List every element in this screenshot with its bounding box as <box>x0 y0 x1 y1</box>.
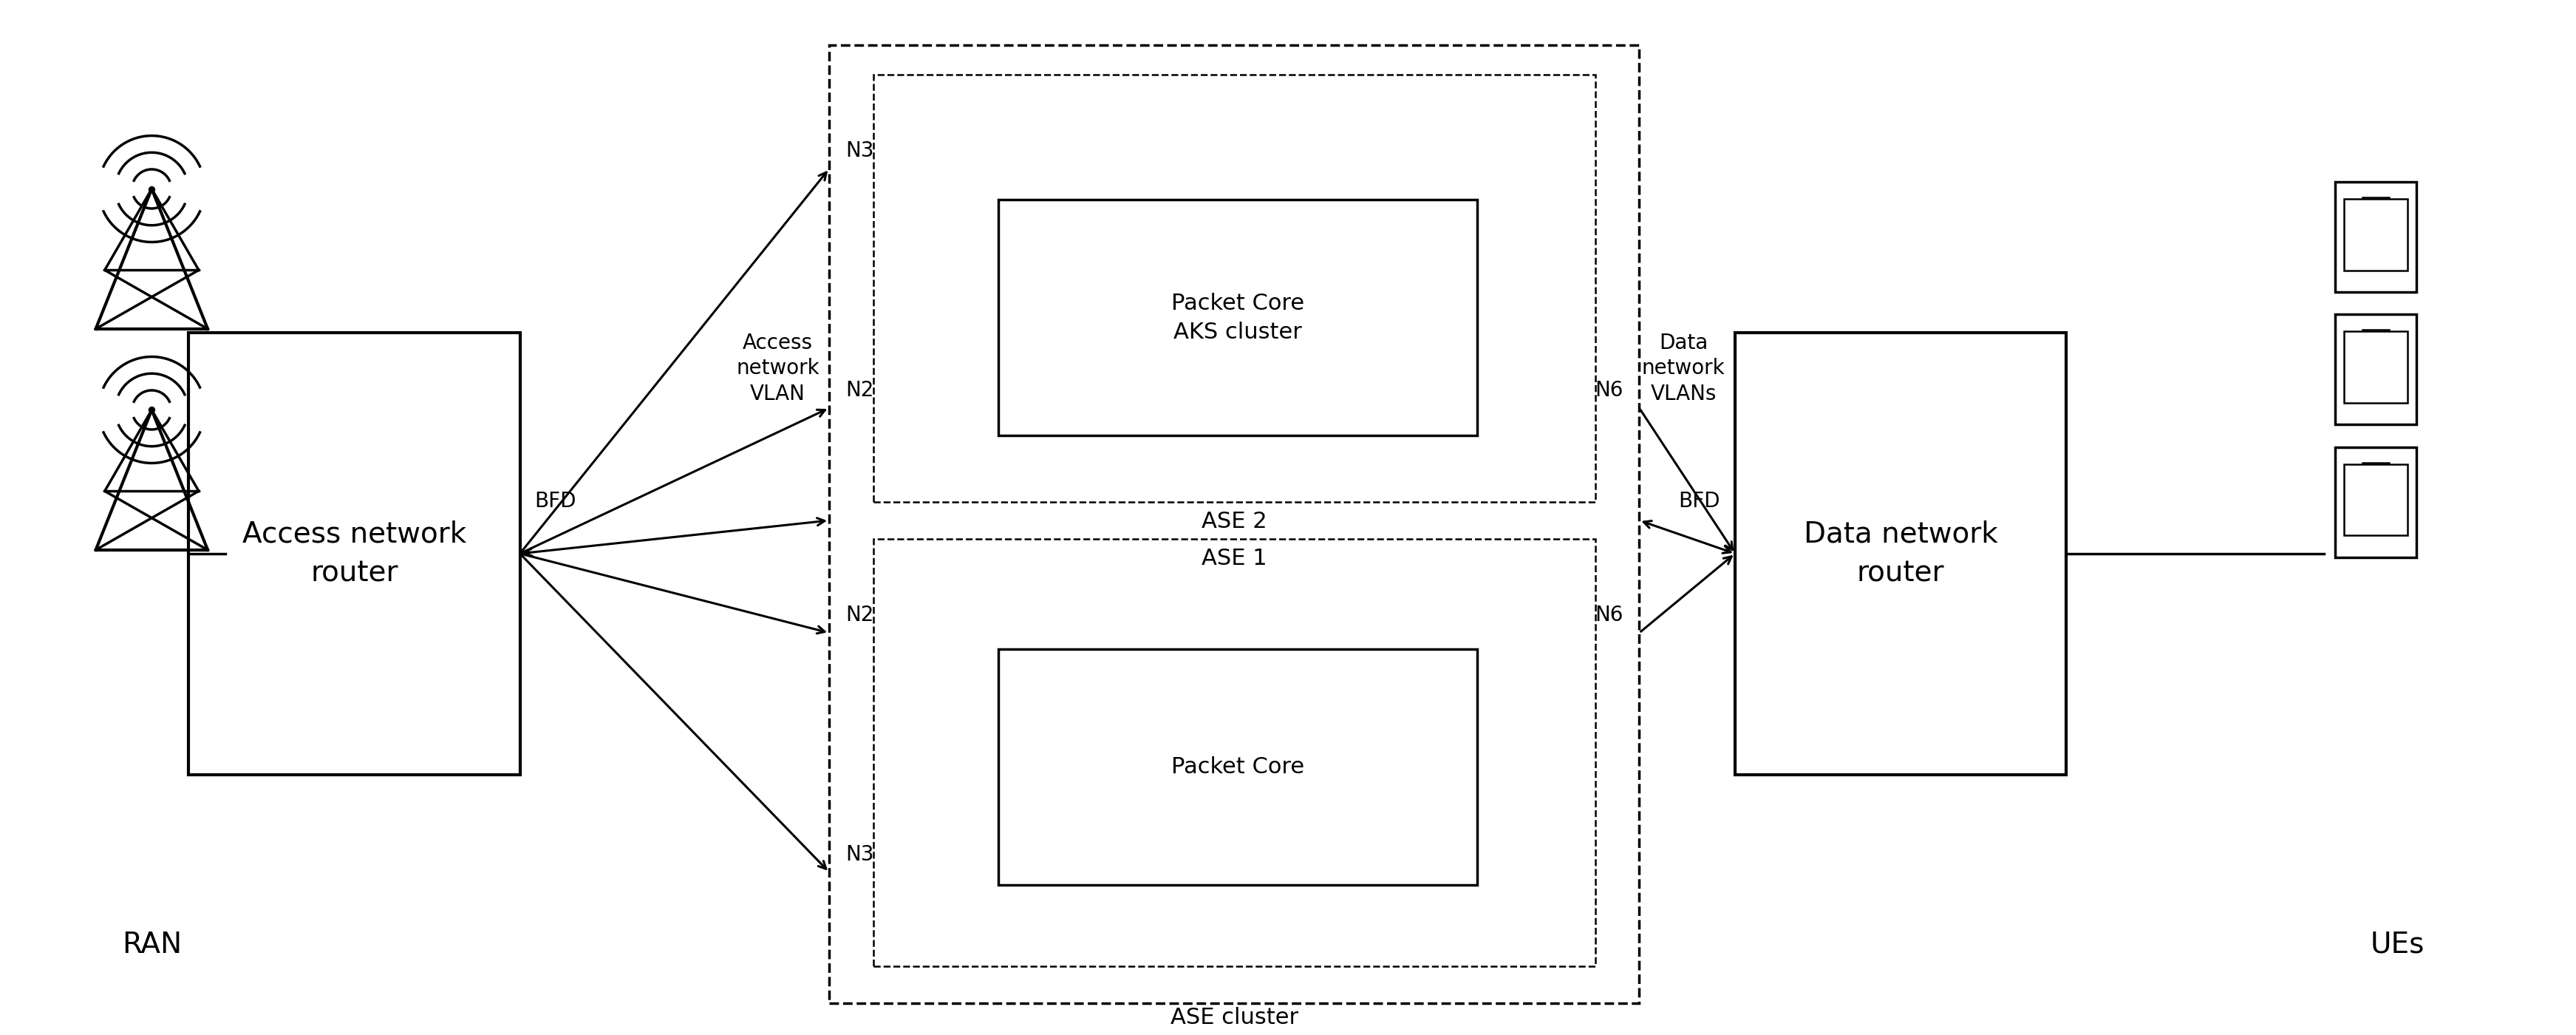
Bar <box>2334 315 2416 424</box>
Bar <box>188 332 520 774</box>
Text: Data network
router: Data network router <box>1803 520 1996 587</box>
Text: N3: N3 <box>845 845 873 865</box>
Text: UEs: UEs <box>2370 930 2424 958</box>
Bar <box>1734 332 2066 774</box>
Text: N3: N3 <box>845 141 873 161</box>
Bar <box>2344 331 2406 403</box>
Text: ASE 2: ASE 2 <box>1200 511 1267 532</box>
Text: Access network
router: Access network router <box>242 520 466 587</box>
Bar <box>2334 447 2416 557</box>
Text: ASE 1: ASE 1 <box>1200 548 1267 569</box>
Text: RAN: RAN <box>121 930 183 958</box>
Text: Packet Core: Packet Core <box>1172 757 1303 778</box>
Bar <box>829 46 1638 1003</box>
Bar <box>2344 464 2406 535</box>
Text: N6: N6 <box>1595 604 1623 625</box>
Text: N6: N6 <box>1595 380 1623 401</box>
Text: BFD: BFD <box>533 491 577 511</box>
Text: N2: N2 <box>845 604 873 625</box>
Text: N2: N2 <box>845 380 873 401</box>
Bar <box>873 539 1595 966</box>
Text: Packet Core
AKS cluster: Packet Core AKS cluster <box>1172 293 1303 343</box>
Text: Access
network
VLAN: Access network VLAN <box>737 332 819 405</box>
Bar <box>2334 182 2416 292</box>
Bar <box>873 75 1595 502</box>
Bar <box>999 200 1476 436</box>
Bar <box>2344 199 2406 270</box>
Text: ASE cluster: ASE cluster <box>1170 1007 1298 1028</box>
Bar <box>999 649 1476 885</box>
Text: BFD: BFD <box>1677 491 1721 511</box>
Text: Data
network
VLANs: Data network VLANs <box>1641 332 1723 405</box>
